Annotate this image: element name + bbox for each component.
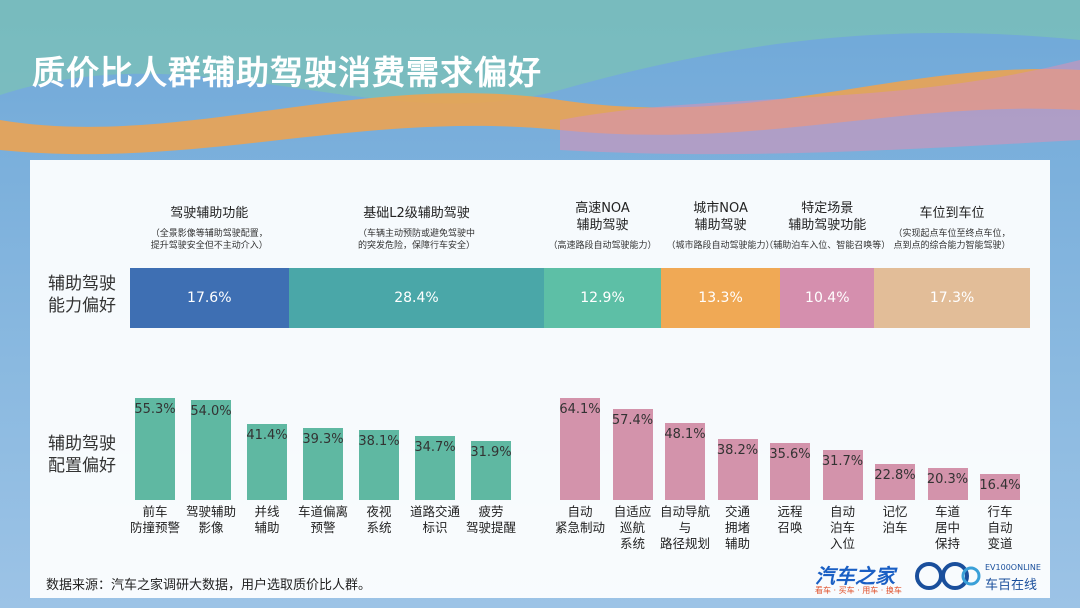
value-label: 39.3%: [302, 431, 344, 447]
value-label: 54.0%: [190, 404, 232, 420]
category-label: 自动 泊车 入位: [829, 504, 855, 551]
value-label: 41.4%: [246, 427, 288, 443]
segment-name: 高速NOA 辅助驾驶: [575, 201, 630, 233]
category-label: 远程 召唤: [777, 504, 803, 535]
bar: [717, 439, 758, 500]
category-label: 道路交通 标识: [409, 504, 460, 535]
bar: [247, 423, 287, 500]
segment: 28.4%: [288, 268, 545, 328]
value-label: 55.3%: [134, 402, 176, 417]
category-label: 夜视 系统: [366, 504, 392, 535]
segment: 13.3%: [660, 268, 781, 328]
segment: 17.6%: [130, 268, 289, 328]
bar: [665, 423, 705, 500]
segment-description: （实现起点车位至终点车位， 点到点的综合能力智能驾驶）: [893, 229, 1011, 251]
category-label: 车道 居中 保持: [934, 504, 960, 551]
logo-autohome-sub: 看车 · 买车 · 用车 · 换车: [815, 586, 902, 595]
value-label: 57.4%: [611, 412, 654, 428]
value-label: 64.1%: [559, 402, 601, 417]
value-label: 16.4%: [979, 477, 1021, 493]
category-label: 自适应 巡航 系统: [613, 504, 652, 551]
value-label: 31.9%: [470, 445, 512, 461]
title: 质价比人群辅助驾驶消费需求偏好: [32, 53, 542, 92]
bar: [415, 435, 455, 500]
category-label: 疲劳 驾驶提醒: [465, 504, 516, 535]
bar: [875, 463, 915, 500]
wave-decor: [0, 0, 1080, 155]
bar: [359, 429, 399, 500]
category-label: 自动 紧急制动: [554, 504, 605, 535]
category-label: 交通 拥堵 辅助: [724, 504, 750, 551]
segment-label: 12.9%: [580, 290, 625, 306]
segment-header: 特定场景 辅助驾驶功能 （辅助泊车入位、智能召唤等）: [737, 200, 917, 252]
segment-description: （城市路段自动驾驶能力）: [666, 241, 775, 251]
segment-name: 特定场景 辅助驾驶功能: [788, 201, 867, 233]
value-label: 20.3%: [926, 471, 969, 487]
category-label: 前车 防撞预警: [129, 504, 180, 535]
bar: [612, 408, 653, 500]
bar: [191, 400, 231, 500]
category-label: 并线 辅助: [254, 504, 280, 535]
bar: [770, 443, 810, 500]
bar: [471, 441, 511, 500]
value-label: 22.8%: [874, 467, 916, 483]
bar: [822, 449, 863, 500]
segment: 12.9%: [544, 268, 661, 328]
bar: [560, 398, 600, 500]
segment-header: 车位到车位 （实现起点车位至终点车位， 点到点的综合能力智能驾驶）: [862, 205, 1042, 252]
category-label: 自动导航 与 路径规划: [659, 504, 710, 551]
segment-header: 基础L2级辅助驾驶 （车辆主动预防或避免驾驶中 的突发危险，保障行车安全）: [326, 205, 506, 252]
logo-autohome: 汽车之家: [815, 564, 895, 588]
segment-description: （高速路段自动驾驶能力）: [548, 241, 657, 251]
segment-label: 17.6%: [187, 290, 232, 306]
segment-name: 驾驶辅助功能: [170, 206, 249, 221]
bar: [927, 467, 968, 500]
segment-label: 17.3%: [929, 290, 975, 306]
bar: [303, 427, 343, 500]
panel: [30, 160, 1050, 598]
segment-header: 驾驶辅助功能 （全景影像等辅助驾驶配置， 提升驾驶安全但不主动介入）: [119, 205, 299, 252]
segment-label: 10.4%: [805, 290, 850, 306]
source: 数据来源：汽车之家调研大数据，用户选取质价比人群。: [46, 578, 372, 593]
logo-mark: [915, 562, 981, 590]
value-label: 31.7%: [821, 453, 864, 469]
value-label: 34.7%: [414, 439, 456, 455]
segment-label: 13.3%: [698, 290, 743, 306]
bar: [980, 473, 1020, 500]
segment: 10.4%: [780, 268, 875, 328]
segment-name: 基础L2级辅助驾驶: [363, 206, 470, 221]
logo-ev100: EV100ONLINE: [985, 563, 1041, 572]
logo-ev100-sub: 车百在线: [985, 578, 1038, 593]
value-label: 35.6%: [769, 447, 811, 463]
category-label: 记忆 泊车: [882, 504, 908, 535]
segment-header: 城市NOA 辅助驾驶 （城市路段自动驾驶能力）: [631, 200, 811, 252]
value-label: 38.2%: [716, 443, 759, 459]
value-label: 48.1%: [664, 427, 706, 443]
segment-header: 高速NOA 辅助驾驶 （高速路段自动驾驶能力）: [513, 200, 693, 252]
category-label: 行车 自动 变道: [987, 504, 1013, 551]
category-label: 车道偏离 预警: [297, 504, 348, 535]
segment-name: 车位到车位: [919, 206, 985, 221]
row-label: 辅助驾驶 配置偏好: [48, 434, 116, 476]
segment-description: （全景影像等辅助驾驶配置， 提升驾驶安全但不主动介入）: [150, 229, 268, 251]
value-label: 38.1%: [358, 433, 400, 449]
segment-description: （车辆主动预防或避免驾驶中 的突发危险，保障行车安全）: [357, 229, 475, 251]
segment-label: 28.4%: [394, 290, 439, 306]
category-label: 驾驶辅助 影像: [185, 504, 236, 535]
segment-name: 城市NOA 辅助驾驶: [693, 201, 748, 233]
bar: [135, 398, 175, 500]
segment-description: （辅助泊车入位、智能召唤等）: [764, 241, 891, 251]
row-label: 辅助驾驶 能力偏好: [48, 274, 116, 316]
segment: 17.3%: [874, 268, 1030, 328]
